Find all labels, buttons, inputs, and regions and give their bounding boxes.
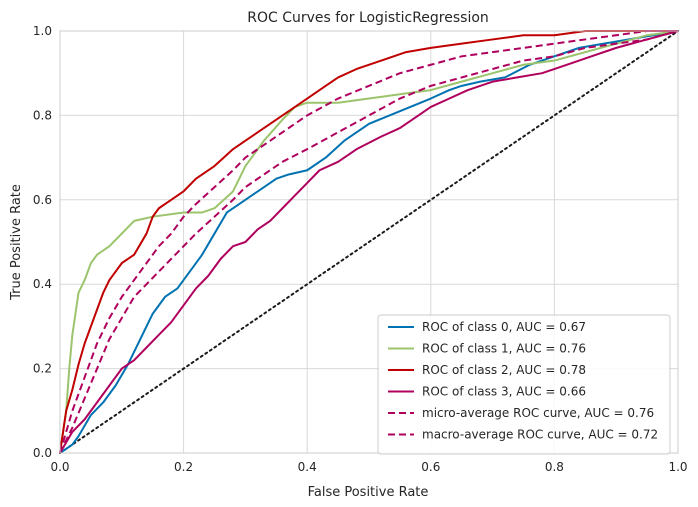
chart-title: ROC Curves for LogisticRegression — [247, 10, 489, 26]
y-axis-label: True Positive Rate — [9, 184, 24, 301]
y-tick-labels: 0.0 0.2 0.4 0.6 0.8 1.0 — [33, 24, 52, 460]
legend: ROC of class 0, AUC = 0.67 ROC of class 1… — [377, 314, 671, 455]
series-lines — [59, 30, 679, 454]
chance-diagonal-line — [59, 30, 679, 454]
legend-label: micro-average ROC curve, AUC = 0.76 — [422, 406, 654, 420]
x-tick-label: 1.0 — [668, 460, 687, 474]
x-tick-label: 0.8 — [545, 460, 564, 474]
legend-label: macro-average ROC curve, AUC = 0.72 — [422, 428, 658, 442]
chance-diagonal — [59, 30, 679, 454]
series-macro-average-roc-curve — [59, 30, 679, 454]
x-tick-label: 0.2 — [174, 460, 193, 474]
x-tick-label: 0.0 — [50, 460, 69, 474]
legend-box — [377, 314, 671, 455]
y-tick-label: 0.8 — [33, 108, 52, 122]
series-roc-of-class-3 — [59, 30, 679, 454]
x-tick-labels: 0.0 0.2 0.4 0.6 0.8 1.0 — [50, 460, 687, 474]
y-tick-label: 0.2 — [33, 362, 52, 376]
series-roc-of-class-2 — [59, 30, 678, 454]
series-roc-of-class-1 — [59, 30, 679, 454]
legend-label: ROC of class 1, AUC = 0.76 — [422, 342, 586, 356]
legend-label: ROC of class 0, AUC = 0.67 — [422, 320, 586, 334]
series-roc-of-class-0 — [59, 30, 679, 454]
x-tick-label: 0.6 — [421, 460, 440, 474]
legend-label: ROC of class 3, AUC = 0.66 — [422, 385, 586, 399]
y-tick-label: 1.0 — [33, 24, 52, 38]
y-tick-label: 0.4 — [33, 277, 52, 291]
x-tick-label: 0.4 — [298, 460, 317, 474]
legend-label: ROC of class 2, AUC = 0.78 — [422, 363, 586, 377]
y-tick-label: 0.0 — [33, 446, 52, 460]
series-micro-average-roc-curve — [59, 30, 678, 454]
x-axis-label: False Positive Rate — [308, 485, 429, 500]
y-tick-label: 0.6 — [33, 193, 52, 207]
plot-frame — [59, 30, 679, 454]
